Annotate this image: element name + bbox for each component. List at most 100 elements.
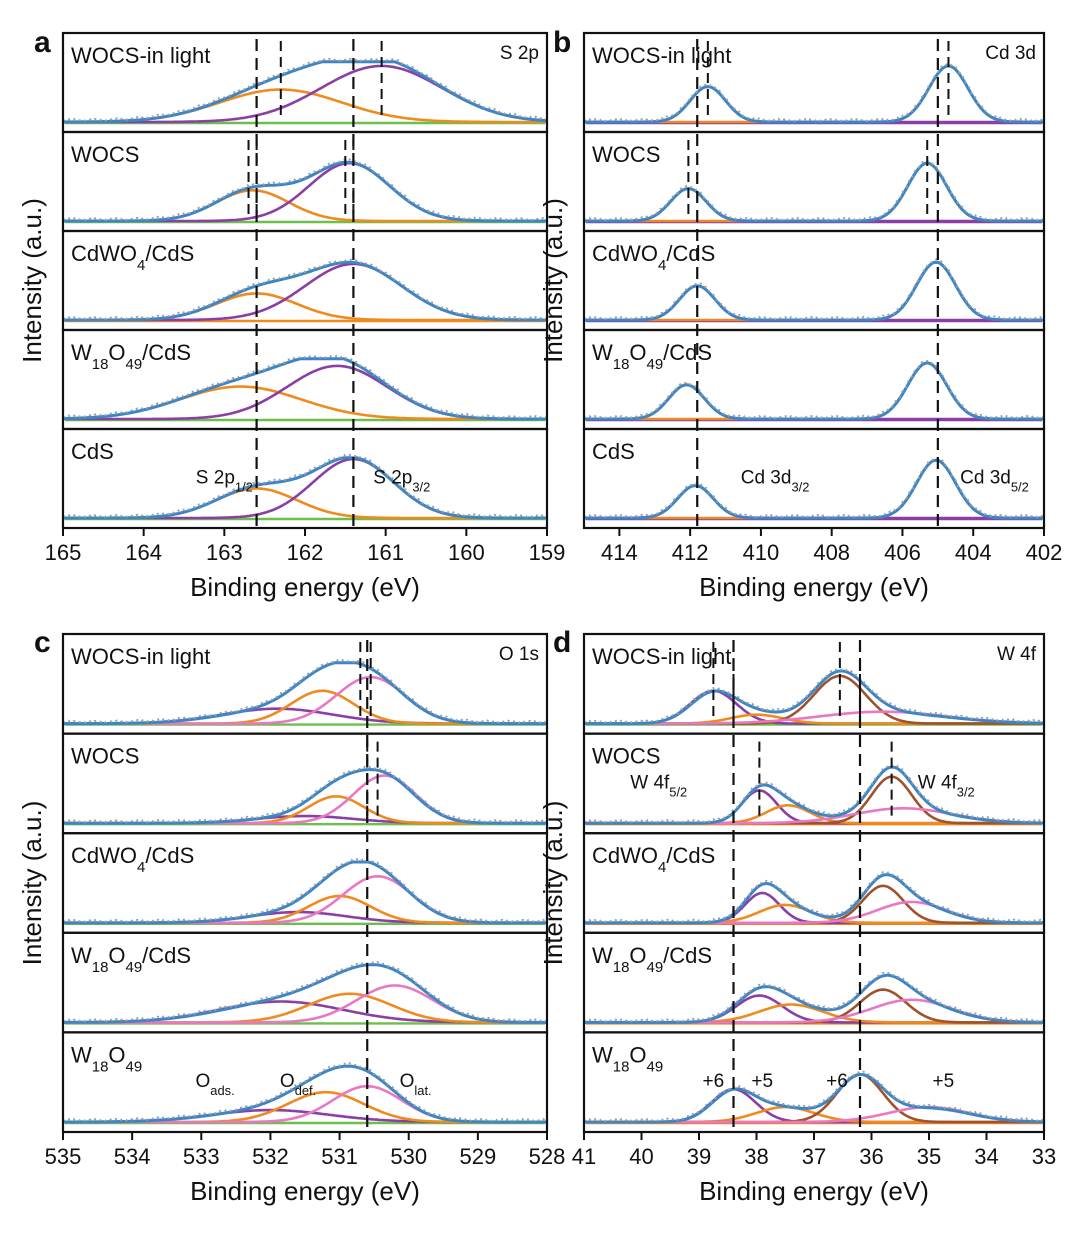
raw-data <box>62 354 548 420</box>
annotation: Cd 3d5/2 <box>960 467 1029 494</box>
peak-pink <box>63 675 547 725</box>
annotation: +5 <box>933 1071 955 1092</box>
annotation: +6 <box>826 1071 848 1092</box>
spectrum-panel: WOCS-in light <box>582 31 1046 134</box>
panel-frame <box>582 1031 1046 1134</box>
x-tick-label: 528 <box>529 1144 566 1169</box>
sample-label: CdWO4/CdS <box>592 843 715 876</box>
x-tick-label: 406 <box>884 540 921 565</box>
spectrum-panel: W18O49 <box>61 1031 549 1134</box>
envelope-fit <box>63 661 547 726</box>
sample-label: W18O49/CdS <box>71 943 191 976</box>
panel-frame <box>61 427 549 530</box>
sample-label: CdWO4/CdS <box>592 241 715 274</box>
raw-data <box>62 453 548 519</box>
chart-d: d WOCS-in light WOCS CdWO4/CdS W18O49/CdS W18… <box>538 626 1056 1206</box>
raw-data <box>62 258 548 321</box>
chart-b: b WOCS-in light WOCS CdWO4/CdS W18O49/CdS CdS… <box>538 26 1062 602</box>
x-tick-label: 535 <box>45 1144 82 1169</box>
envelope-fit <box>584 458 1044 520</box>
y-axis-label: Intensity (a.u.) <box>538 198 568 363</box>
x-tick-label: 532 <box>252 1144 289 1169</box>
sample-label: W18O49 <box>71 1042 142 1075</box>
raw-data <box>583 159 1045 222</box>
raw-data <box>62 158 548 222</box>
spectrum-panel: W18O49 <box>582 1031 1046 1134</box>
x-tick-label: 40 <box>629 1144 653 1169</box>
envelope-fit <box>63 456 547 520</box>
sample-label: W18O49 <box>592 1042 663 1075</box>
raw-data <box>62 765 548 824</box>
sample-label: WOCS <box>71 744 139 769</box>
spectrum-panel: WOCS-in light <box>582 632 1046 735</box>
spectrum-panel: CdWO4/CdS <box>582 832 1046 934</box>
x-tick-label: 39 <box>687 1144 711 1169</box>
annotation: W 4f3/2 <box>918 772 975 799</box>
peak-purple <box>63 457 547 520</box>
panel-letter: c <box>34 626 51 659</box>
x-tick-label: 160 <box>448 540 485 565</box>
spectrum-panel: WOCS <box>582 130 1046 233</box>
sample-label: WOCS <box>592 744 660 769</box>
x-tick-label: 533 <box>183 1144 220 1169</box>
envelope-fit <box>584 973 1044 1024</box>
envelope-fit <box>62 60 548 124</box>
spectrum-panel: WOCS <box>582 732 1046 835</box>
spectrum-panel: WOCS <box>61 732 549 835</box>
peak-purple <box>584 85 1044 124</box>
y-axis-label: Intensity (a.u.) <box>17 801 47 966</box>
x-tick-label: 161 <box>367 540 404 565</box>
x-tick-label: 165 <box>45 540 82 565</box>
x-tick-label: 34 <box>974 1144 998 1169</box>
envelope-fit <box>584 765 1044 825</box>
envelope-fit <box>584 64 1044 124</box>
x-tick-label: 402 <box>1026 540 1063 565</box>
raw-data <box>62 658 548 724</box>
x-axis-label: Binding energy (eV) <box>699 1176 929 1206</box>
annotation: +6 <box>703 1071 725 1092</box>
raw-data <box>583 1070 1045 1123</box>
peak-orange <box>63 689 547 725</box>
envelope-fit <box>584 361 1044 421</box>
annotation: S 2p3/2 <box>373 467 430 494</box>
panel-letter: b <box>553 26 571 59</box>
sample-label: WOCS-in light <box>71 644 210 669</box>
annotation: Olat. <box>400 1071 432 1098</box>
raw-data <box>583 258 1045 321</box>
y-axis-label: Intensity (a.u.) <box>538 801 568 966</box>
peak-purple <box>63 161 547 223</box>
envelope-fit <box>63 767 547 825</box>
chart-title: Cd 3d <box>985 43 1036 64</box>
envelope-fit <box>584 873 1044 925</box>
spectrum-panel: WOCS <box>61 130 549 233</box>
x-tick-label: 530 <box>390 1144 427 1169</box>
sample-label: CdS <box>71 439 114 464</box>
sample-label: WOCS <box>592 142 660 167</box>
x-tick-label: 35 <box>917 1144 941 1169</box>
envelope-fit <box>584 669 1045 726</box>
spectrum-panel: W18O49/CdS <box>61 931 549 1034</box>
x-tick-label: 531 <box>321 1144 358 1169</box>
spectrum-panel: W18O49/CdS <box>582 328 1046 431</box>
sample-label: W18O49/CdS <box>592 340 712 373</box>
panel-frame <box>61 328 549 431</box>
panel-frame <box>61 1031 549 1134</box>
spectrum-panel: CdWO4/CdS <box>582 229 1046 332</box>
spectrum-panel: WOCS-in light <box>61 632 549 735</box>
sample-label: W18O49/CdS <box>592 943 712 976</box>
panel-letter: d <box>553 626 571 659</box>
x-tick-label: 412 <box>672 540 709 565</box>
x-axis-label: Binding energy (eV) <box>699 572 929 602</box>
sample-label: W18O49/CdS <box>71 340 191 373</box>
x-tick-label: 163 <box>206 540 243 565</box>
envelope-fit <box>584 161 1044 223</box>
chart-title: O 1s <box>499 644 539 665</box>
spectrum-panel: W18O49/CdS <box>582 931 1046 1034</box>
sample-label: WOCS <box>71 142 139 167</box>
sample-label: CdWO4/CdS <box>71 843 194 876</box>
annotation: Odef. <box>280 1071 316 1098</box>
peak-purple <box>63 64 548 124</box>
spectrum-panel: W18O49/CdS <box>61 328 549 431</box>
raw-data <box>583 971 1045 1023</box>
